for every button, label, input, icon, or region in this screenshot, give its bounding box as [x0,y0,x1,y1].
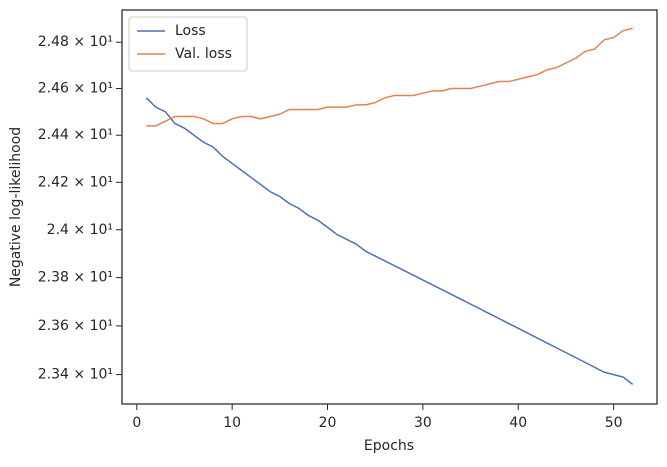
y-axis-label: Negative log-likelihood [8,127,24,287]
y-tick-label: 2.38 × 10¹ [38,270,113,286]
legend: Loss Val. loss [128,16,248,72]
legend-label: Val. loss [175,46,232,62]
x-tick-label: 40 [509,415,527,431]
x-tick-label: 20 [319,415,337,431]
line-series [146,27,633,127]
x-axis-label: Epochs [364,438,414,454]
plot-frame [121,9,658,405]
x-tick-label: 50 [605,415,623,431]
y-tick-label: 2.42 × 10¹ [38,174,113,190]
y-tick-label: 2.4 × 10¹ [47,222,113,238]
x-tick-label: 0 [132,415,141,431]
legend-label: Loss [175,23,206,39]
y-tick-label: 2.44 × 10¹ [38,127,113,143]
line-series [145,97,634,385]
y-tick-label: 2.48 × 10¹ [38,34,113,50]
y-tick-label: 2.36 × 10¹ [38,318,113,334]
x-tick-label: 30 [414,415,432,431]
x-tick-label: 10 [223,415,241,431]
y-tick-label: 2.46 × 10¹ [38,81,113,97]
y-tick-label: 2.34 × 10¹ [38,367,113,383]
